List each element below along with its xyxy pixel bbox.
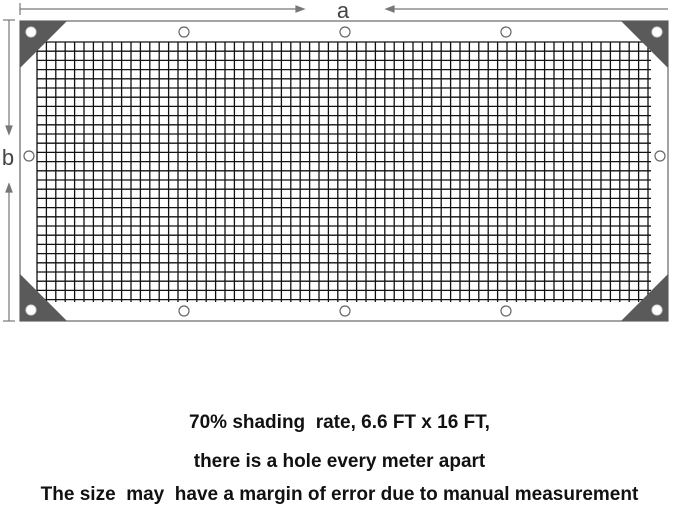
grommet — [339, 305, 351, 317]
grommets — [23, 26, 666, 317]
grommet — [500, 26, 512, 38]
grommet — [178, 305, 190, 317]
caption-holes: there is a hole every meter apart — [193, 451, 486, 472]
dimension-a — [19, 3, 668, 15]
grommet — [339, 26, 351, 38]
dimension-b-label: b — [2, 145, 14, 170]
mesh-grid — [36, 41, 651, 302]
caption-disclaimer: The size may have a margin of error due … — [40, 484, 639, 505]
grommet — [178, 26, 190, 38]
caption-shading: 70% shading rate, 6.6 FT x 16 FT, — [189, 412, 490, 433]
corner-grommet — [651, 304, 663, 316]
corner-grommet — [25, 304, 37, 316]
grommet — [23, 150, 35, 162]
corner-grommet — [651, 26, 663, 38]
dimension-b — [3, 19, 15, 322]
grommet — [654, 150, 666, 162]
corner-reinforcements — [20, 21, 668, 321]
corner-grommet — [25, 26, 37, 38]
grommet — [500, 305, 512, 317]
dimension-a-label: a — [337, 0, 350, 23]
